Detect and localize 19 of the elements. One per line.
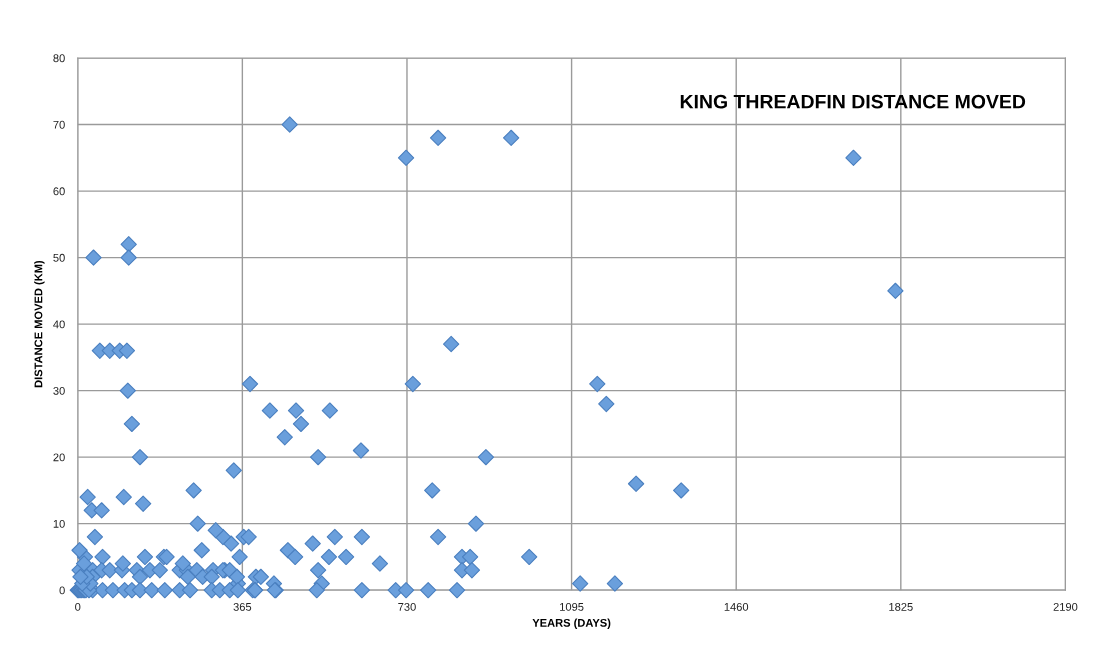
y-tick-label: 70 [53, 120, 65, 129]
y-tick-label: 60 [53, 187, 65, 196]
y-tick-label: 30 [53, 386, 65, 395]
y-tick-label: 20 [53, 453, 65, 462]
y-tick-label: 10 [53, 519, 65, 528]
x-axis-title: YEARS (DAYS) [532, 618, 611, 629]
x-tick-label: 0 [75, 602, 81, 611]
x-tick-label: 2190 [1053, 602, 1078, 611]
x-tick-label: 730 [398, 602, 416, 611]
x-tick-label: 1095 [560, 602, 584, 611]
x-tick-label: 1460 [724, 602, 749, 611]
x-tick-label: 365 [233, 602, 252, 611]
y-axis-title: DISTANCE MOVED (KM) [34, 260, 45, 388]
y-tick-label: 80 [53, 54, 65, 63]
y-tick-label: 50 [53, 253, 65, 262]
text: KING THREADFIN DISTANCE MOVED [680, 94, 1026, 109]
y-tick-label: 0 [59, 586, 65, 595]
y-tick-label: 40 [53, 320, 65, 329]
x-tick-label: 1825 [889, 602, 913, 611]
